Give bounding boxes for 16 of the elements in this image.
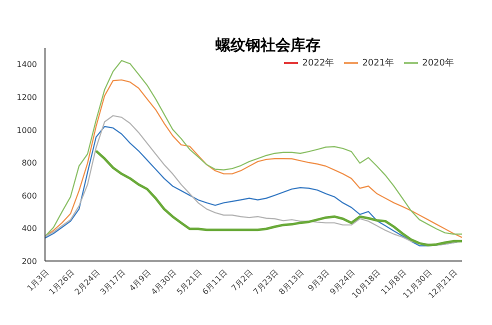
x-tick-label: 9月3日 xyxy=(306,268,332,293)
y-tick-label: 1200 xyxy=(16,92,37,102)
legend-label: 2020年 xyxy=(422,58,454,68)
y-tick-label: 600 xyxy=(22,191,37,200)
legend-label: 2021年 xyxy=(362,58,394,68)
x-tick-label: 3月17日 xyxy=(98,268,128,297)
chart-title: 螺纹钢社会库存 xyxy=(214,36,322,55)
x-tick-label: 4月9日 xyxy=(128,268,153,293)
x-tick-label: 2月24日 xyxy=(73,268,102,297)
y-tick-label: 200 xyxy=(22,256,37,266)
line-series xyxy=(94,150,464,246)
y-tick-label: 800 xyxy=(22,158,37,168)
y-tick-label: 400 xyxy=(22,224,37,234)
y-tick-label: 1400 xyxy=(16,60,37,70)
legend-label: 2022年 xyxy=(302,58,334,68)
y-tick-label: 1000 xyxy=(16,126,37,135)
